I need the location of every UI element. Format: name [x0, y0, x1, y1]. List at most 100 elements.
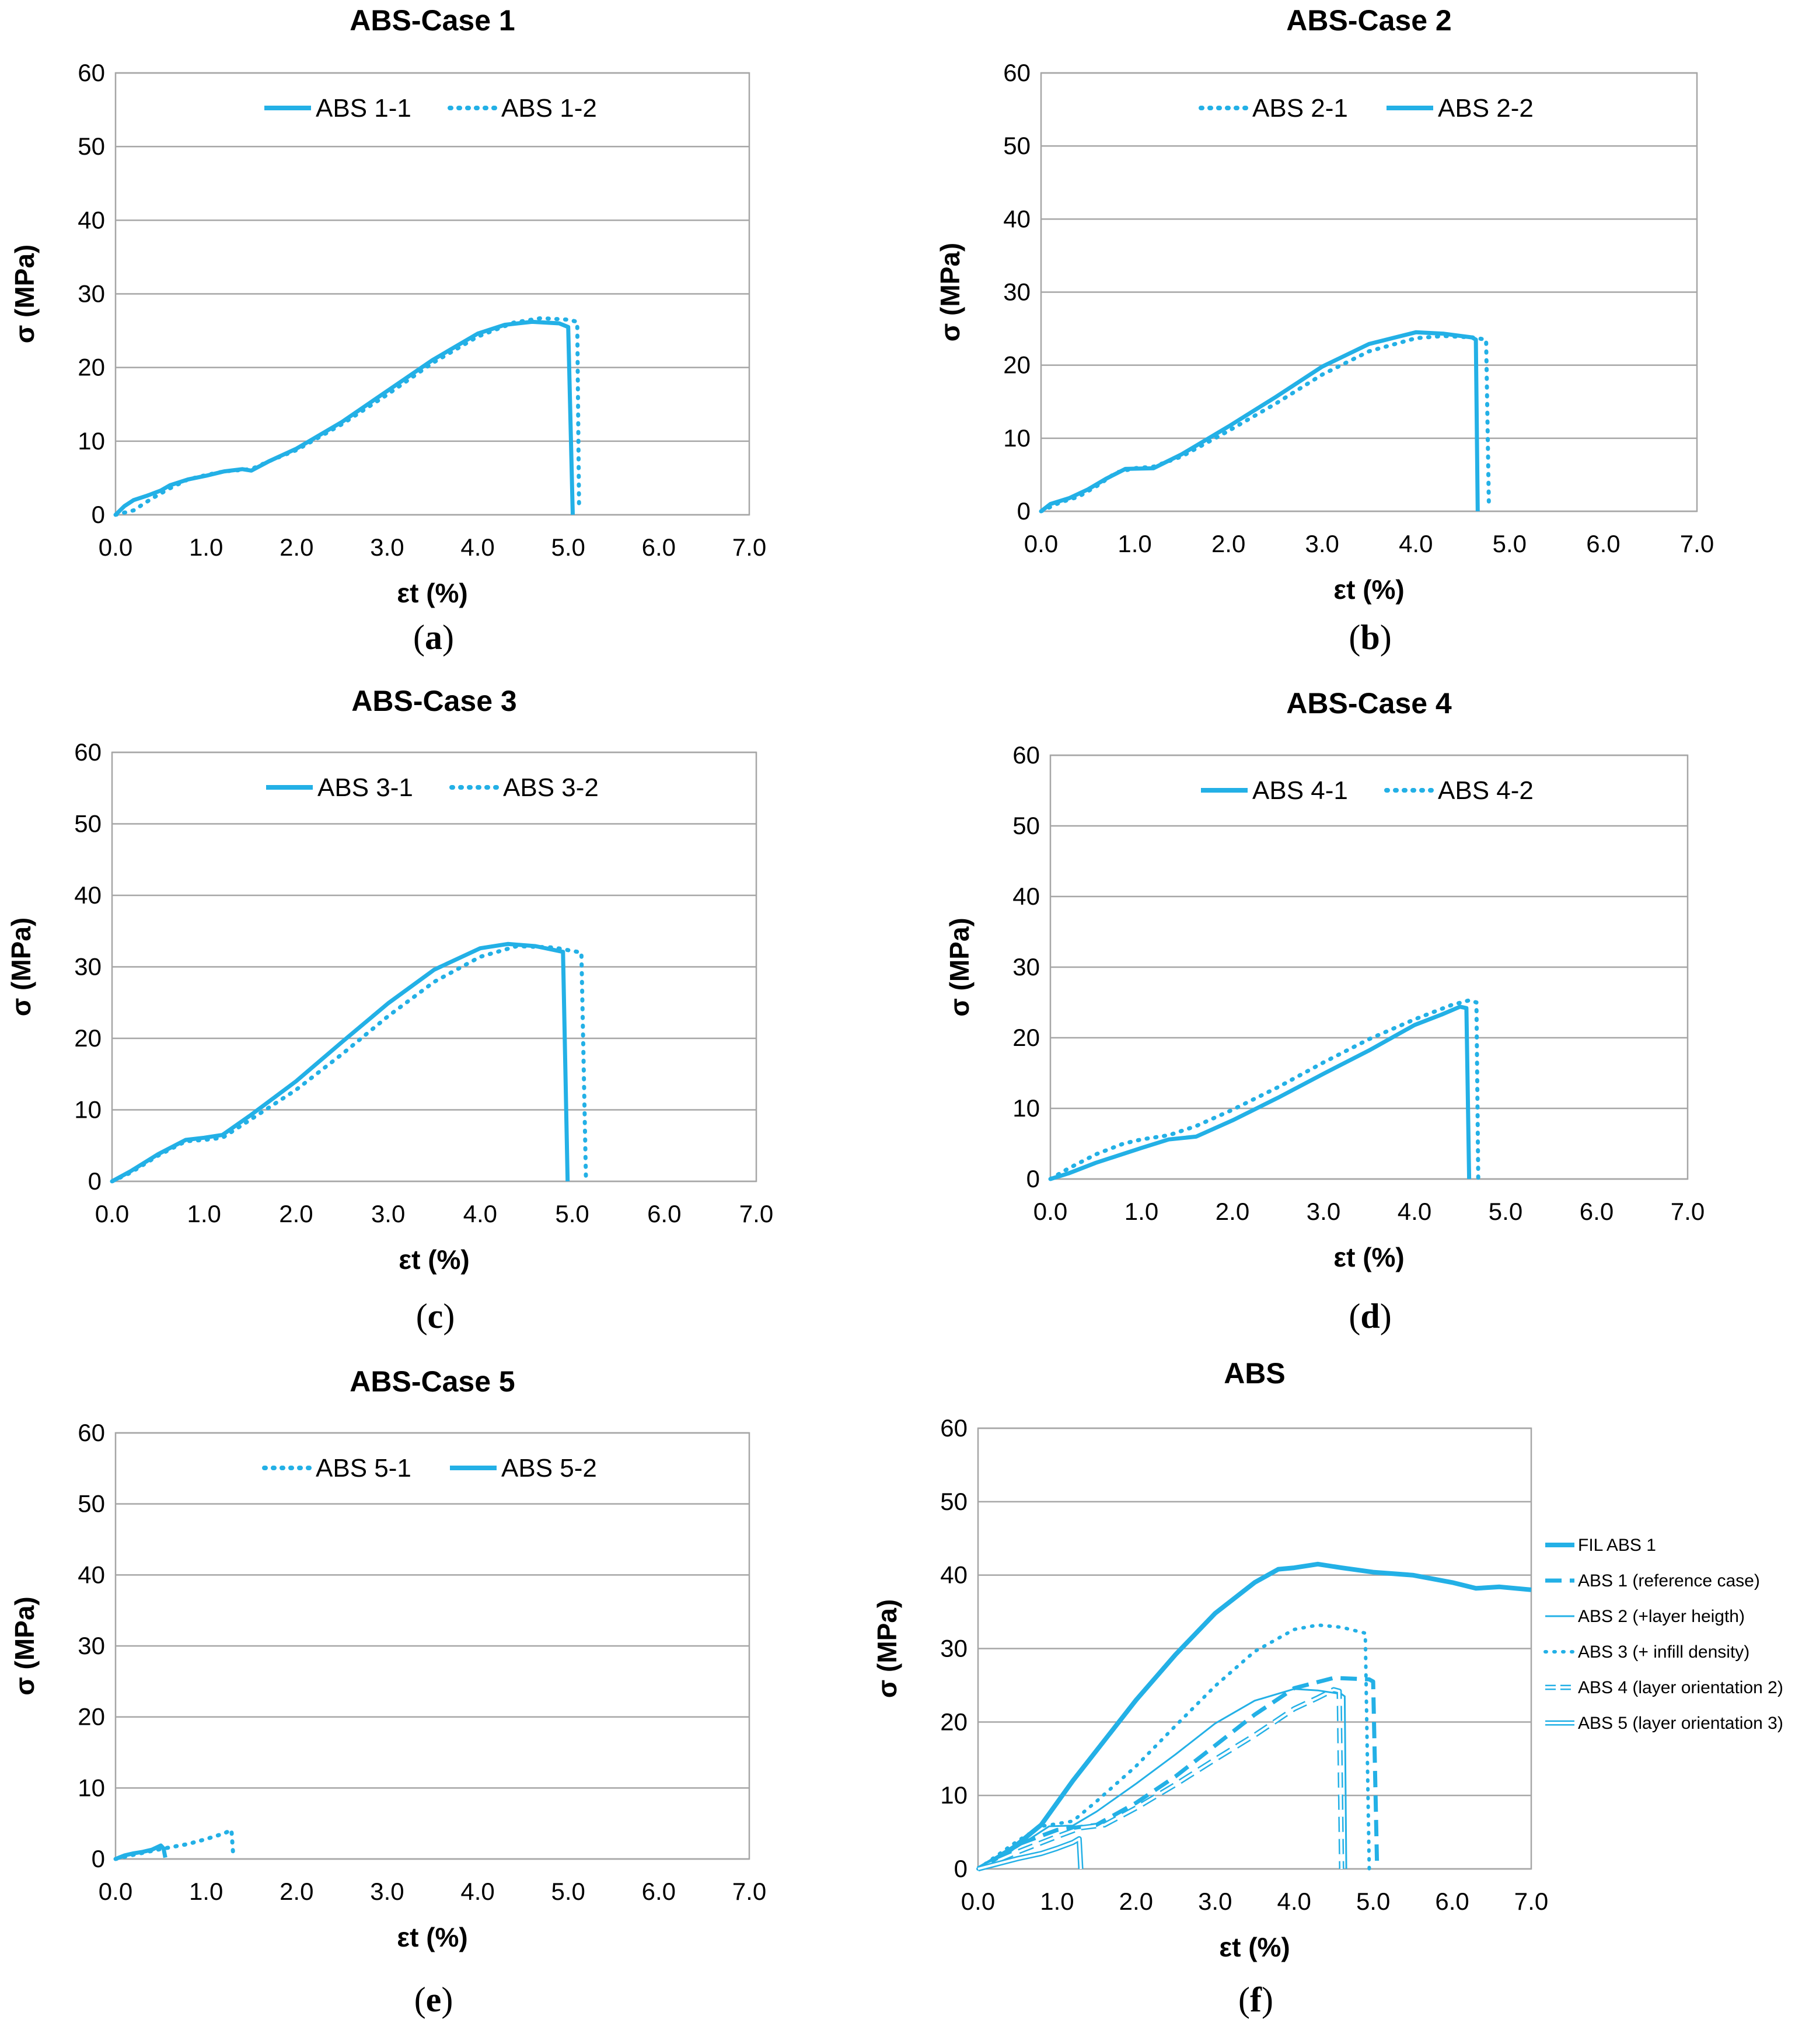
legend-label: ABS 1-1: [316, 94, 411, 123]
y-tick-label: 50: [940, 1488, 968, 1515]
legend-label: ABS 4 (layer orientation 2): [1578, 1678, 1783, 1697]
y-tick-label: 20: [940, 1708, 968, 1735]
series-line-abs-1-2: [113, 316, 581, 517]
plot-area: [1049, 754, 1689, 1180]
y-tick-label: 40: [1012, 883, 1040, 910]
panel-label: (d): [1349, 1297, 1391, 1335]
x-tick-label: 0.0: [1033, 1198, 1067, 1225]
y-tick-label: 40: [78, 1561, 105, 1588]
x-tick-label: 6.0: [647, 1200, 681, 1227]
x-tick-label: 4.0: [1399, 530, 1433, 557]
chart-title: ABS-Case 3: [351, 685, 516, 717]
x-tick-label: 7.0: [1671, 1198, 1705, 1225]
y-tick-label: 10: [1012, 1094, 1040, 1122]
y-axis-label: σ (MPa): [944, 918, 975, 1016]
series-line-fil-abs-1: [976, 1561, 1532, 1871]
series-line-abs-3-2: [110, 944, 588, 1184]
legend-label: ABS 3-1: [317, 773, 413, 802]
legend-label: ABS 3-2: [503, 773, 599, 802]
y-axis-label: σ (MPa): [9, 1596, 40, 1695]
plot-area: [111, 751, 757, 1183]
y-tick-label: 60: [1003, 59, 1031, 86]
chart-panel-f: ABS 0 10 20 30 40 50 60 0.0 1.0 2.0 3.0 4.0 5.0 6.0 7.0…: [872, 1357, 1783, 2019]
legend-label: ABS 2-1: [1252, 94, 1348, 123]
series-line-abs-2-1: [1039, 334, 1491, 514]
y-tick-label: 0: [954, 1855, 968, 1882]
x-tick-label: 4.0: [460, 1878, 494, 1905]
y-tick-label: 20: [78, 1703, 105, 1731]
x-tick-label: 0.0: [95, 1200, 129, 1227]
y-tick-label: 50: [78, 1490, 105, 1518]
chart-title: ABS-Case 4: [1286, 687, 1452, 720]
x-axis-label: εt (%): [397, 1922, 467, 1952]
x-tick-label: 1.0: [189, 1878, 223, 1905]
legend: ABS 1-1 ABS 1-2: [264, 94, 597, 123]
y-tick-label: 30: [1003, 278, 1031, 306]
y-tick-label: 10: [940, 1781, 968, 1809]
chart-panel-a: ABS-Case 1 0 10 20 30 40 50 60 0.0 1.0 2.0 3.0 4.0 5.…: [9, 4, 766, 657]
y-tick-label: 20: [1012, 1024, 1040, 1051]
series-line-abs-4-layer-orientation-2-inner: [977, 1689, 1343, 1870]
y-tick-label: 50: [1012, 812, 1040, 839]
y-tick-label: 20: [78, 354, 105, 381]
x-tick-label: 0.0: [99, 1878, 132, 1905]
legend-label: ABS 5-2: [501, 1454, 597, 1483]
chart-panel-d: ABS-Case 4 0 10 20 30 40 50 60 0.0 1.0 2.0 3.0 4.0 5.…: [944, 687, 1705, 1335]
y-tick-label: 30: [74, 953, 102, 981]
x-axis-label: εt (%): [397, 578, 467, 608]
y-tick-label: 50: [74, 810, 102, 838]
y-tick-label: 30: [1012, 953, 1040, 981]
x-tick-label: 1.0: [187, 1200, 221, 1227]
y-tick-label: 0: [1017, 497, 1031, 525]
plot-area: [114, 1432, 750, 1860]
panel-label: (f): [1238, 1980, 1273, 2019]
panel-letter: b: [1360, 618, 1380, 657]
chart-title: ABS: [1224, 1357, 1286, 1390]
y-axis-label: σ (MPa): [935, 243, 965, 341]
series-line-abs-1-reference-case: [977, 1676, 1380, 1871]
panel-label: (e): [414, 1980, 453, 2019]
x-tick-label: 0.0: [99, 533, 132, 561]
series-line-abs-3-infill-density: [976, 1623, 1371, 1871]
x-tick-label: 3.0: [1307, 1198, 1340, 1225]
x-tick-label: 2.0: [1119, 1888, 1153, 1915]
x-tick-label: 2.0: [280, 533, 313, 561]
x-tick-label: 6.0: [642, 533, 676, 561]
panel-label: (a): [413, 618, 454, 657]
panel-letter: f: [1250, 1980, 1262, 2019]
y-tick-label: 0: [92, 501, 105, 528]
plot-area: [977, 1427, 1532, 1870]
y-tick-label: 60: [1012, 741, 1040, 769]
series-line-abs-5-2: [114, 1843, 167, 1861]
y-tick-label: 10: [78, 1774, 105, 1801]
series-line-abs-1-1: [114, 319, 575, 517]
chart-title: ABS-Case 1: [350, 4, 515, 37]
series-line-abs-4-1: [1049, 1004, 1472, 1181]
y-tick-label: 10: [74, 1096, 102, 1124]
legend-label: ABS 5-1: [316, 1454, 411, 1483]
panel-label: (b): [1349, 618, 1391, 657]
y-tick-label: 30: [78, 1632, 105, 1659]
x-tick-label: 3.0: [1198, 1888, 1232, 1915]
legend-label: ABS 1 (reference case): [1578, 1571, 1760, 1590]
chart-title: ABS-Case 2: [1286, 4, 1451, 37]
x-tick-label: 1.0: [189, 533, 223, 561]
series-line-abs-5-layer-orientation-3-inner: [977, 1837, 1082, 1870]
y-tick-label: 40: [940, 1561, 968, 1589]
legend-label: ABS 3 (+ infill density): [1578, 1642, 1749, 1662]
series-line-abs-2-layer-heigth: [977, 1688, 1347, 1870]
x-tick-label: 3.0: [370, 1878, 404, 1905]
chart-panel-c: ABS-Case 3 0 10 20 30 40 50 60 0.0 1.0 2.0 3.0 4.0 5.…: [6, 685, 773, 1335]
x-tick-label: 0.0: [961, 1888, 995, 1915]
x-tick-label: 1.0: [1117, 530, 1151, 557]
panel-letter: c: [428, 1297, 443, 1335]
y-tick-label: 50: [78, 132, 105, 160]
y-tick-label: 30: [78, 280, 105, 308]
x-tick-label: 7.0: [732, 1878, 766, 1905]
x-axis-label: εt (%): [399, 1244, 469, 1275]
x-tick-label: 7.0: [1514, 1888, 1548, 1915]
legend: ABS 4-1 ABS 4-2: [1201, 776, 1534, 805]
x-tick-label: 4.0: [463, 1200, 497, 1227]
x-tick-label: 6.0: [1586, 530, 1620, 557]
